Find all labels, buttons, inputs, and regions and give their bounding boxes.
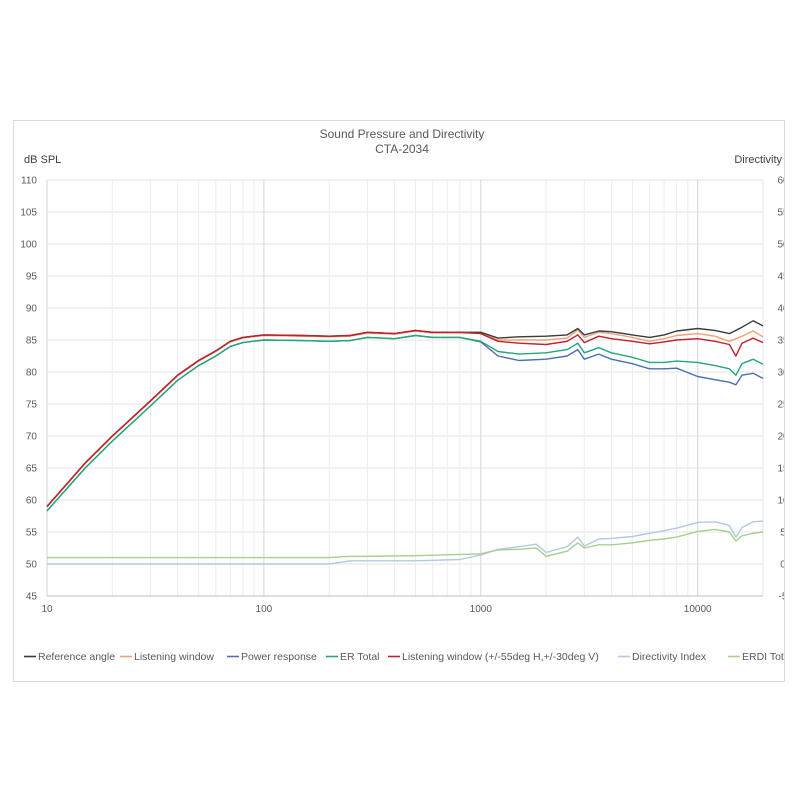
series-line-6 [47, 528, 764, 559]
y2-tick-label: 5 [780, 528, 784, 539]
tick-labels: 45-5500555601065157020752580308535904095… [20, 176, 784, 616]
y-tick-label: 95 [26, 272, 38, 283]
series-lines [46, 320, 764, 565]
chart-subtitle: CTA-2034 [375, 142, 429, 156]
y-tick-label: 100 [20, 240, 37, 251]
y2-tick-label: 50 [777, 240, 784, 251]
y2-tick-label: 55 [777, 208, 784, 219]
y-tick-label: 80 [26, 368, 38, 379]
x-tick-label: 1000 [470, 604, 493, 615]
legend-label: Reference angle [38, 651, 115, 663]
grid [46, 179, 764, 597]
y-tick-label: 110 [21, 176, 37, 187]
legend: Reference angle Listening window Power res… [24, 651, 784, 663]
y2-tick-label: 40 [777, 304, 784, 315]
y2-tick-label: -5 [779, 592, 784, 603]
legend-label: Power response [241, 651, 317, 663]
chart-title: Sound Pressure and Directivity [320, 127, 485, 141]
y2-tick-label: 20 [777, 432, 784, 443]
y-tick-label: 45 [26, 592, 38, 603]
y-tick-label: 105 [20, 208, 37, 219]
y-tick-label: 90 [26, 304, 38, 315]
y2-tick-label: 35 [777, 336, 784, 347]
series-line-4 [46, 329, 764, 507]
series-line-0 [46, 320, 764, 507]
y-tick-label: 50 [26, 560, 38, 571]
y2-tick-label: 60 [777, 176, 784, 187]
y2-tick-label: 30 [777, 368, 784, 379]
legend-label: ERDI Total [742, 651, 784, 663]
y2-tick-label: 15 [777, 464, 784, 475]
y2-tick-label: 25 [777, 400, 784, 411]
y-tick-label: 65 [26, 464, 38, 475]
y2-tick-label: 10 [777, 496, 784, 507]
x-tick-label: 100 [256, 604, 273, 615]
chart-frame: Sound Pressure and Directivity CTA-2034 … [13, 120, 785, 682]
legend-label: Listening window [134, 651, 214, 663]
series-line-3 [46, 334, 764, 512]
legend-label: ER Total [340, 651, 380, 663]
y-tick-label: 60 [26, 496, 38, 507]
y-tick-label: 70 [26, 432, 38, 443]
y-tick-label: 55 [26, 528, 38, 539]
y2-tick-label: 0 [780, 560, 784, 571]
legend-label: Listening window (+/-55deg H,+/-30deg V) [402, 651, 599, 663]
y-tick-label: 85 [26, 336, 38, 347]
x-tick-label: 10 [41, 604, 53, 615]
y2-tick-label: 45 [777, 272, 784, 283]
y-tick-label: 75 [26, 400, 38, 411]
y2-axis-label: Directivity [734, 154, 782, 166]
chart-svg: Sound Pressure and Directivity CTA-2034 … [20, 127, 784, 663]
x-tick-label: 10000 [684, 604, 712, 615]
series-line-5 [47, 520, 764, 565]
series-line-1 [46, 329, 764, 508]
legend-label: Directivity Index [632, 651, 707, 663]
y-axis-label: dB SPL [24, 154, 61, 166]
